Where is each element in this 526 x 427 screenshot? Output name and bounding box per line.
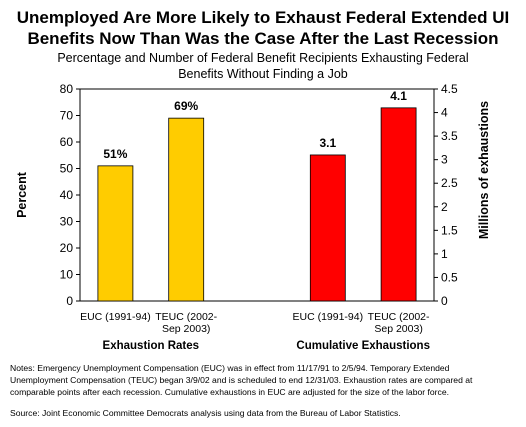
data-label: 51% <box>103 147 127 161</box>
y-axis-title: Percent <box>15 171 29 218</box>
y-tick-label: 10 <box>60 268 74 282</box>
y2-tick-label: 3.5 <box>441 129 458 143</box>
y2-tick-label: 0.5 <box>441 270 458 284</box>
chart-subtitle-line-1: Percentage and Number of Federal Benefit… <box>57 51 468 65</box>
category-label: EUC (1991-94) <box>80 311 151 323</box>
category-label: TEUC (2002- <box>155 311 217 323</box>
plot-area: 0 10 20 30 40 50 60 70 80 0 0.5 1 1.5 2 2.5 3 3.5 4 4.5 51%… <box>60 82 458 352</box>
y-tick-label: 40 <box>60 188 74 202</box>
category-label: EUC (1991-94) <box>292 311 363 323</box>
y-tick-label: 50 <box>60 162 74 176</box>
chart-subtitle-line-2: Benefits Without Finding a Job <box>178 67 348 81</box>
bar <box>97 165 134 302</box>
y-tick-label: 30 <box>60 215 74 229</box>
category-label: Sep 2003) <box>162 323 210 335</box>
bar <box>380 107 417 302</box>
y-tick-label: 80 <box>60 82 74 96</box>
data-label: 4.1 <box>390 89 407 103</box>
data-label: 69% <box>174 99 198 113</box>
y2-tick-label: 1.5 <box>441 223 458 237</box>
y-tick-label: 60 <box>60 135 74 149</box>
source-note: Source: Joint Economic Committee Democra… <box>10 408 401 418</box>
group-label: Exhaustion Rates <box>103 340 200 352</box>
y2-tick-label: 2.5 <box>441 176 458 190</box>
y2-tick-label: 4.5 <box>441 82 458 96</box>
y2-tick-label: 4 <box>441 106 448 120</box>
y2-tick-label: 3 <box>441 153 448 167</box>
category-label: TEUC (2002- <box>368 311 430 323</box>
chart-title-line-1: Unemployed Are More Likely to Exhaust Fe… <box>17 8 510 27</box>
y-tick-label: 70 <box>60 109 74 123</box>
bar <box>168 117 205 302</box>
category-label: Sep 2003) <box>374 323 422 335</box>
y2-axis-title: Millions of exhaustions <box>477 101 491 239</box>
notes-line-2: Unemployment Compensation (TEUC) began 3… <box>10 375 473 385</box>
y2-tick-label: 0 <box>441 294 448 308</box>
y2-tick-label: 2 <box>441 200 448 214</box>
y2-tick-label: 1 <box>441 247 448 261</box>
chart-title-line-2: Benefits Now Than Was the Case After the… <box>27 29 498 48</box>
notes-line-1: Notes: Emergency Unemployment Compensati… <box>10 363 450 373</box>
group-label: Cumulative Exhaustions <box>296 340 430 352</box>
notes-line-3: comparable points after each recession. … <box>10 387 449 397</box>
bar <box>309 154 346 302</box>
y-tick-label: 0 <box>66 294 73 308</box>
data-label: 3.1 <box>319 136 336 150</box>
y-tick-label: 20 <box>60 241 74 255</box>
